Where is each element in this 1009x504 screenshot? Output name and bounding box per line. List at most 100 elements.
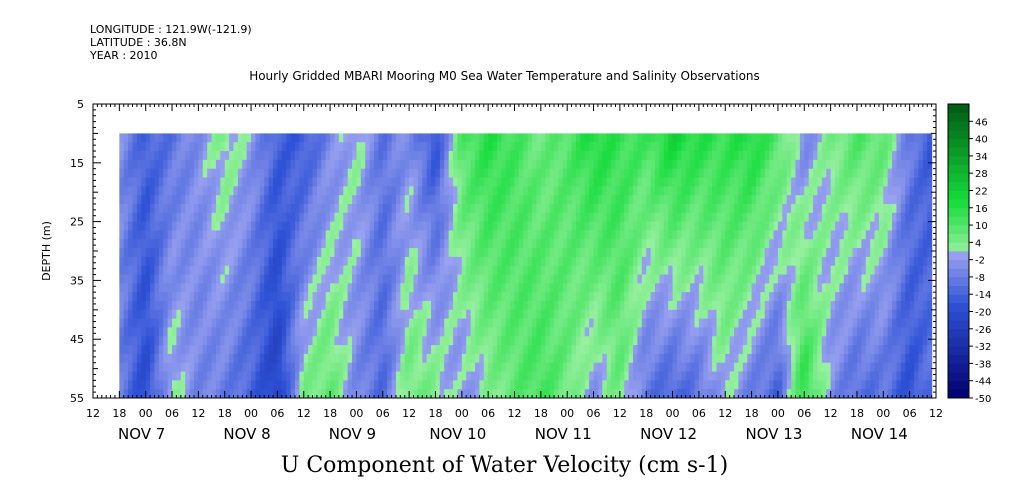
heatmap-cell — [413, 265, 419, 276]
heatmap-cell — [246, 362, 252, 373]
heatmap-cell — [830, 151, 836, 161]
heatmap-cell — [655, 195, 660, 205]
heatmap-cell — [650, 274, 656, 284]
heatmap-cell — [264, 230, 270, 240]
heatmap-cell — [571, 283, 577, 293]
heatmap-cell — [545, 230, 551, 240]
heatmap-cell — [141, 274, 147, 284]
heatmap-cell — [246, 133, 252, 143]
heatmap-cell — [821, 159, 827, 170]
heatmap-cell — [365, 336, 371, 346]
heatmap-cell — [808, 336, 814, 346]
heatmap-cell — [672, 195, 678, 205]
heatmap-cell — [694, 248, 700, 258]
heatmap-cell — [224, 151, 230, 161]
heatmap-cell — [453, 142, 459, 152]
heatmap-cell — [409, 168, 415, 179]
heatmap-cell — [602, 168, 608, 179]
heatmap-cell — [738, 389, 744, 398]
heatmap-cell — [330, 133, 336, 143]
heatmap-cell — [435, 336, 441, 346]
heatmap-cell — [431, 371, 437, 381]
heatmap-cell — [725, 248, 731, 258]
heatmap-cell — [712, 203, 718, 214]
heatmap-cell — [668, 142, 674, 152]
heatmap-cell — [633, 168, 639, 179]
heatmap-cell — [641, 195, 647, 205]
heatmap-cell — [514, 336, 520, 346]
heatmap-cell — [365, 265, 371, 276]
heatmap-cell — [760, 345, 766, 355]
heatmap-cell — [676, 168, 682, 179]
heatmap-cell — [624, 133, 630, 143]
heatmap-cell — [369, 177, 375, 187]
heatmap-cell — [593, 389, 599, 398]
heatmap-cell — [233, 283, 239, 293]
heatmap-cell — [641, 168, 647, 179]
heatmap-cell — [681, 389, 687, 398]
heatmap-cell — [742, 177, 748, 187]
heatmap-cell — [545, 248, 551, 258]
heatmap-cell — [294, 142, 300, 152]
heatmap-cell — [562, 300, 568, 311]
heatmap-cell — [707, 159, 713, 170]
heatmap-cell — [540, 248, 546, 258]
heatmap-cell — [387, 151, 393, 161]
heatmap-cell — [668, 283, 674, 293]
heatmap-cell — [470, 203, 476, 214]
heatmap-cell — [685, 371, 691, 381]
heatmap-cell — [431, 362, 437, 373]
heatmap-cell — [404, 389, 410, 398]
heatmap-cell — [545, 336, 551, 346]
heatmap-cell — [558, 300, 564, 311]
heatmap-cell — [593, 168, 599, 179]
heatmap-cell — [224, 300, 230, 311]
heatmap-cell — [707, 212, 713, 223]
heatmap-cell — [738, 142, 744, 152]
heatmap-cell — [799, 195, 805, 205]
heatmap-cell — [773, 345, 779, 355]
heatmap-cell — [492, 230, 498, 240]
heatmap-cell — [431, 168, 437, 179]
heatmap-cell — [176, 283, 182, 293]
heatmap-cell — [180, 327, 186, 337]
heatmap-cell — [668, 195, 674, 205]
heatmap-cell — [334, 186, 340, 196]
heatmap-cell — [690, 168, 696, 179]
heatmap-cell — [281, 221, 287, 232]
heatmap-cell — [202, 168, 208, 179]
heatmap-cell — [637, 239, 643, 249]
heatmap-cell — [395, 186, 401, 196]
heatmap-cell — [409, 221, 415, 232]
heatmap-cell — [549, 283, 555, 293]
heatmap-cell — [255, 159, 261, 170]
heatmap-cell — [167, 142, 173, 152]
heatmap-cell — [343, 151, 349, 161]
heatmap-cell — [685, 212, 691, 223]
heatmap-cell — [712, 133, 718, 143]
heatmap-cell — [532, 195, 538, 205]
heatmap-cell — [123, 159, 129, 170]
heatmap-cell — [286, 142, 292, 152]
heatmap-cell — [742, 186, 748, 196]
heatmap-cell — [540, 239, 546, 249]
heatmap-cell — [734, 151, 740, 161]
heatmap-cell — [461, 186, 467, 196]
heatmap-cell — [461, 265, 467, 276]
heatmap-cell — [255, 345, 261, 355]
heatmap-cell — [602, 345, 608, 355]
heatmap-cell — [659, 221, 665, 232]
heatmap-cell — [167, 362, 173, 373]
heatmap-cell — [220, 159, 226, 170]
heatmap-cell — [290, 151, 296, 161]
heatmap-cell — [773, 362, 779, 373]
heatmap-cell — [417, 133, 423, 143]
heatmap-cell — [843, 230, 849, 240]
heatmap-cell — [826, 318, 832, 329]
heatmap-cell — [501, 186, 507, 196]
heatmap-cell — [584, 230, 590, 240]
heatmap-cell — [457, 221, 463, 232]
heatmap-cell — [791, 168, 797, 179]
heatmap-cell — [229, 353, 235, 364]
heatmap-cell — [571, 151, 577, 161]
